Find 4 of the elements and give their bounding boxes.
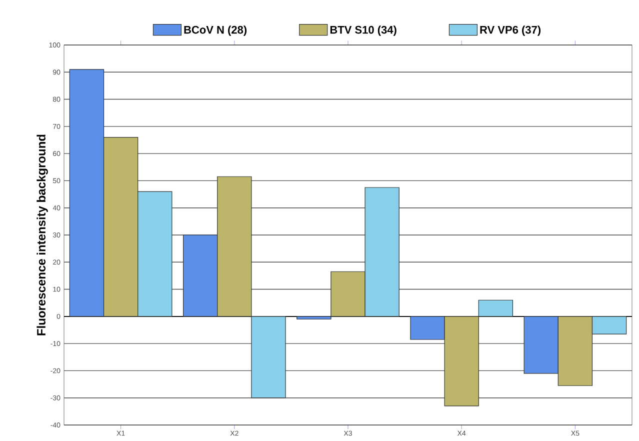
y-axis-title: Fluorescence intensity background [36, 134, 48, 336]
legend-label: BCoV N (28) [184, 26, 247, 36]
legend-label: RV VP6 (37) [480, 26, 541, 36]
legend-label: BTV S10 (34) [330, 26, 396, 36]
